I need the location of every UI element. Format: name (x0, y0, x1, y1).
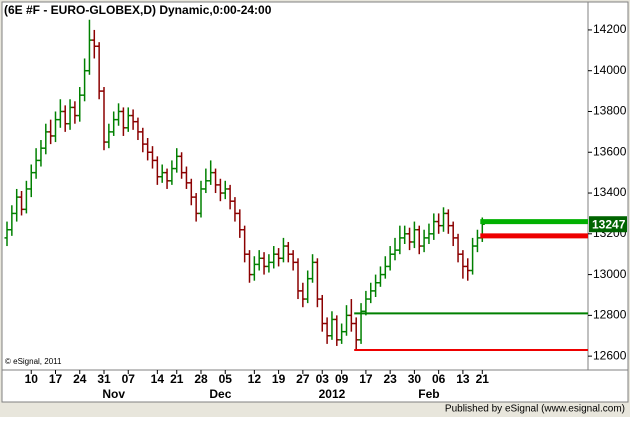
y-tick-label: 12600 (593, 348, 627, 362)
x-tick-label: 09 (335, 372, 349, 386)
x-tick-label: 10 (25, 372, 39, 386)
y-tick-label: 13600 (593, 144, 627, 158)
x-tick-label: 07 (122, 372, 136, 386)
x-group-label: 2012 (319, 387, 346, 401)
chart-title: (6E #F - EURO-GLOBEX,D) Dynamic,0:00-24:… (4, 3, 272, 17)
x-tick-label: 17 (359, 372, 373, 386)
x-group-label: Feb (418, 387, 439, 401)
y-tick-label: 13800 (593, 104, 627, 118)
x-tick-label: 17 (49, 372, 63, 386)
x-tick-label: 24 (73, 372, 87, 386)
y-tick-label: 14000 (593, 63, 627, 77)
x-tick-label: 06 (432, 372, 446, 386)
x-tick-label: 23 (383, 372, 397, 386)
x-tick-label: 12 (248, 372, 262, 386)
x-tick-label: 21 (476, 372, 490, 386)
y-tick-label: 13400 (593, 185, 627, 199)
x-tick-label: 28 (194, 372, 208, 386)
last-price-box (589, 216, 627, 233)
x-tick-label: 30 (408, 372, 422, 386)
x-tick-label: 27 (296, 372, 310, 386)
last-price-label: 13247 (592, 217, 626, 231)
x-tick-label: 03 (316, 372, 330, 386)
x-tick-label: 13 (456, 372, 470, 386)
x-tick-label: 19 (272, 372, 286, 386)
footer: Published by eSignal (www.esignal.com) (445, 404, 625, 415)
x-tick-label: 05 (219, 372, 233, 386)
y-tick-label: 14200 (593, 22, 627, 36)
x-tick-label: 14 (151, 372, 165, 386)
x-group-label: Dec (209, 387, 231, 401)
y-axis-area (587, 1, 629, 371)
y-tick-label: 12800 (593, 308, 627, 322)
x-tick-label: 21 (170, 372, 184, 386)
x-tick-label: 31 (97, 372, 111, 386)
copyright: © eSignal, 2011 (5, 357, 62, 366)
x-axis-area (1, 369, 629, 403)
y-tick-label: 13000 (593, 267, 627, 281)
x-group-label: Nov (102, 387, 125, 401)
